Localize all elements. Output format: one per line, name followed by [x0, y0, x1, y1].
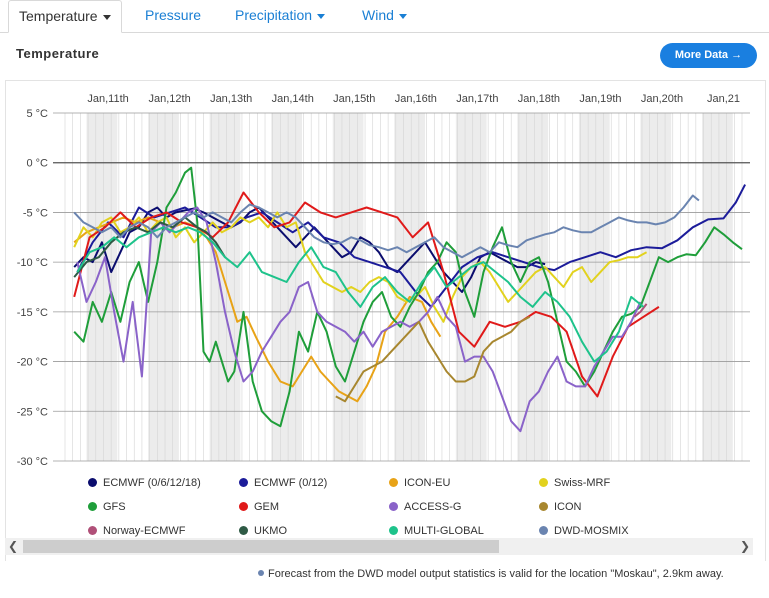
tab-pressure[interactable]: Pressure [145, 0, 201, 32]
x-tick-label: Jan,17th [456, 93, 498, 105]
legend-dot-icon [389, 501, 398, 511]
section-title: Temperature [16, 46, 100, 61]
legend-dot-icon [239, 477, 248, 487]
legend-dot-icon [88, 525, 97, 535]
x-tick-label: Jan,18th [518, 93, 560, 105]
tab-wind-label: Wind [362, 7, 394, 23]
legend-label: ICON [554, 501, 582, 513]
y-tick-label: -15 °C [17, 307, 48, 319]
night-band [701, 113, 733, 461]
legend-item[interactable]: DWD-MOSMIX [539, 525, 629, 537]
y-tick-label: -20 °C [17, 357, 48, 369]
legend-dot-icon [539, 501, 548, 511]
scroll-left-icon[interactable]: ❮ [7, 539, 19, 553]
legend-label: GEM [254, 501, 280, 513]
legend-dot-icon [389, 525, 398, 535]
series-line-swiss-mrf [73, 211, 648, 323]
x-tick-label: Jan,19th [579, 93, 621, 105]
footnote-text: Forecast from the DWD model output stati… [268, 568, 724, 580]
legend-label: Norway-ECMWF [103, 525, 186, 537]
more-data-button[interactable]: More Data → [660, 43, 757, 68]
legend-item[interactable]: Norway-ECMWF [88, 525, 186, 537]
legend-label: UKMO [254, 525, 287, 537]
x-tick-label: Jan,13th [210, 93, 252, 105]
night-band [86, 113, 118, 461]
legend-label: ICON-EU [404, 477, 451, 489]
tab-wind[interactable]: Wind [362, 0, 407, 32]
chevron-down-icon [317, 13, 326, 19]
night-band [640, 113, 672, 461]
scroll-right-icon[interactable]: ❯ [739, 539, 751, 553]
tab-temperature[interactable]: Temperature [8, 0, 122, 33]
legend-item[interactable]: GEM [239, 501, 279, 513]
night-band [209, 113, 241, 461]
legend-label: ECMWF (0/12) [254, 477, 328, 489]
legend-item[interactable]: GFS [88, 501, 126, 513]
tab-pressure-label: Pressure [145, 7, 202, 23]
legend-item[interactable]: ECMWF (0/6/12/18) [88, 477, 201, 489]
chevron-down-icon [398, 13, 407, 19]
legend-dot-icon [239, 525, 248, 535]
tab-temperature-label: Temperature [19, 8, 98, 24]
legend-item[interactable]: ICON-EU [389, 477, 450, 489]
chevron-down-icon [102, 14, 111, 20]
legend-dot-icon [389, 477, 398, 487]
legend-item[interactable]: ACCESS-G [389, 501, 461, 513]
dwd-mosmix-dot-icon [258, 570, 264, 577]
legend-label: GFS [103, 501, 126, 513]
legend-item[interactable]: ECMWF (0/12) [239, 477, 327, 489]
legend-label: Swiss-MRF [554, 477, 611, 489]
legend-dot-icon [239, 501, 248, 511]
legend-item[interactable]: Swiss-MRF [539, 477, 610, 489]
legend-label: MULTI-GLOBAL [404, 525, 484, 537]
x-tick-label: Jan,15th [333, 93, 375, 105]
series-line-gfs [73, 166, 743, 428]
legend-label: ACCESS-G [404, 501, 462, 513]
series-line-multi-global [76, 226, 645, 363]
legend-item[interactable]: MULTI-GLOBAL [389, 525, 484, 537]
y-tick-label: -5 °C [23, 207, 48, 219]
legend-dot-icon [88, 501, 97, 511]
temperature-chart: 5 °C 0 °C -5 °C -10 °C -15 °C -20 °C -25 °C -30… [17, 93, 750, 468]
series-line-ukmo [73, 216, 226, 278]
legend-item[interactable]: ICON [539, 501, 582, 513]
night-band [578, 113, 610, 461]
legend-dot-icon [539, 477, 548, 487]
y-tick-label: 0 °C [26, 158, 48, 170]
y-tick-label: 5 °C [26, 108, 48, 120]
y-tick-label: -25 °C [17, 406, 48, 418]
x-tick-label: Jan,14th [272, 93, 314, 105]
night-band [271, 113, 302, 461]
scrollbar-thumb[interactable] [23, 540, 499, 553]
series-line-norway-ecmwf [633, 303, 648, 318]
forecast-footnote: Forecast from the DWD model output stati… [258, 568, 724, 580]
tab-precipitation-label: Precipitation [235, 7, 313, 23]
x-tick-label: Jan,21 [707, 93, 740, 105]
legend-label: DWD-MOSMIX [554, 525, 629, 537]
x-tick-label: Jan,16th [395, 93, 437, 105]
legend-dot-icon [539, 525, 548, 535]
series-line-dwd-mosmix [73, 194, 700, 259]
legend-dot-icon [88, 477, 97, 487]
x-tick-label: Jan,11th [87, 93, 128, 105]
y-tick-label: -10 °C [17, 257, 48, 269]
tab-precipitation[interactable]: Precipitation [235, 0, 326, 32]
y-tick-label: -30 °C [17, 456, 48, 468]
series-line-icon-eu [73, 216, 442, 403]
series-line-gem [73, 191, 660, 398]
horizontal-scrollbar[interactable]: ❮ ❯ [5, 538, 753, 555]
tab-bar: Temperature Pressure Precipitation Wind [0, 0, 769, 33]
legend-label: ECMWF (0/6/12/18) [103, 477, 201, 489]
series-line-icon [335, 315, 531, 403]
night-band [148, 113, 179, 461]
x-tick-label: Jan,12th [149, 93, 191, 105]
night-band [455, 113, 487, 461]
x-tick-label: Jan,20th [641, 93, 683, 105]
legend-item[interactable]: UKMO [239, 525, 287, 537]
night-band [332, 113, 364, 461]
